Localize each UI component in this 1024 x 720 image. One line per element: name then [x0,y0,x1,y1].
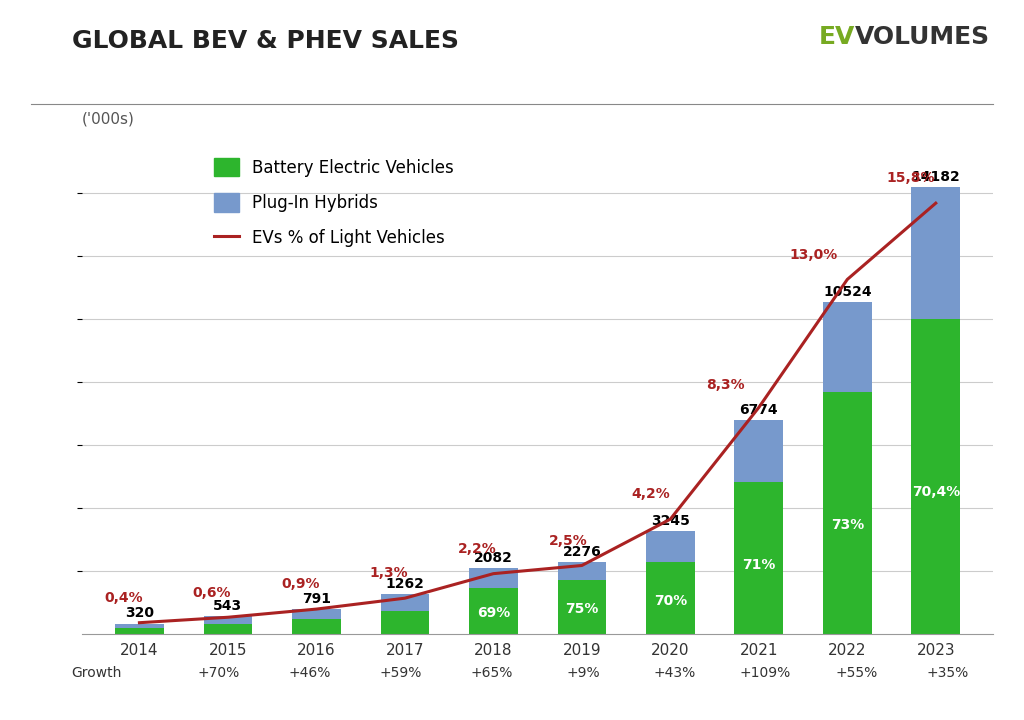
Bar [115,628,164,634]
Text: 75%: 75% [565,603,599,616]
Text: 73%: 73% [830,518,864,531]
Bar [646,562,694,634]
Text: +109%: +109% [739,666,792,680]
Text: 1262: 1262 [385,577,424,590]
Text: 2,2%: 2,2% [458,542,497,556]
Text: 69%: 69% [477,606,510,620]
Text: 6774: 6774 [739,403,778,417]
Bar [911,187,961,319]
Text: 1,3%: 1,3% [370,567,409,580]
Text: 2082: 2082 [474,551,513,565]
Text: 791: 791 [302,592,331,606]
Bar [469,588,518,634]
Text: 3245: 3245 [651,514,690,528]
Text: +46%: +46% [289,666,331,680]
Bar [823,392,871,634]
Text: +35%: +35% [927,666,969,680]
Text: +9%: +9% [566,666,600,680]
Text: +59%: +59% [380,666,422,680]
Text: Growth: Growth [72,666,122,680]
Text: 13,0%: 13,0% [790,248,838,262]
Text: 0,9%: 0,9% [282,577,319,591]
Bar [911,319,961,634]
Text: VOLUMES: VOLUMES [855,25,990,49]
Bar [381,611,429,634]
Text: ('000s): ('000s) [82,111,135,126]
Text: 70,4%: 70,4% [911,485,959,499]
Bar [204,616,252,624]
Text: 8,3%: 8,3% [706,379,744,392]
Text: 71%: 71% [742,559,775,572]
Bar [557,580,606,634]
Bar [292,608,341,619]
Text: +65%: +65% [471,666,513,680]
Bar [734,420,783,482]
Bar [204,624,252,634]
Bar [734,482,783,634]
Text: 70%: 70% [653,595,687,608]
Text: +43%: +43% [653,666,695,680]
Bar [823,302,871,392]
Text: 2276: 2276 [562,545,601,559]
Bar [469,568,518,588]
Bar [381,594,429,611]
Legend: Battery Electric Vehicles, Plug-In Hybrids, EVs % of Light Vehicles: Battery Electric Vehicles, Plug-In Hybri… [209,153,459,253]
Bar [557,562,606,580]
Bar [115,624,164,628]
Text: EV: EV [819,25,856,49]
Text: +70%: +70% [198,666,240,680]
Bar [292,619,341,634]
Text: 2,5%: 2,5% [549,534,588,548]
Text: +55%: +55% [836,666,878,680]
Text: 10524: 10524 [823,285,871,299]
Text: 543: 543 [213,599,243,613]
Text: 4,2%: 4,2% [632,487,671,501]
Text: 15,8%: 15,8% [887,171,935,186]
Text: 14182: 14182 [911,170,961,184]
Bar [646,531,694,562]
Text: 0,6%: 0,6% [193,585,231,600]
Text: 0,4%: 0,4% [104,591,142,605]
Text: 320: 320 [125,606,154,621]
Text: GLOBAL BEV & PHEV SALES: GLOBAL BEV & PHEV SALES [72,29,459,53]
